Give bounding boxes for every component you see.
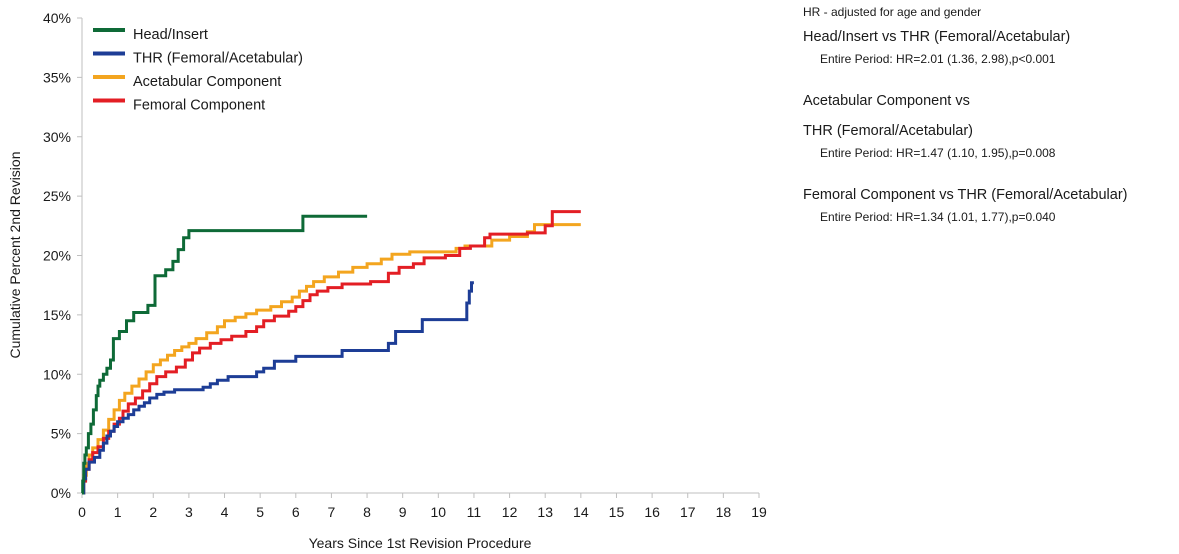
x-tick-label: 3 <box>185 504 193 520</box>
x-tick-label: 12 <box>502 504 518 520</box>
x-tick-label: 0 <box>78 504 86 520</box>
hr-comparison-title: Head/Insert vs THR (Femoral/Acetabular) <box>803 29 1071 45</box>
x-tick-label: 1 <box>114 504 122 520</box>
x-tick-label: 6 <box>292 504 300 520</box>
hr-comparison-title-line-1: Acetabular Component vs <box>803 93 970 109</box>
hr-comparison-detail: Entire Period: HR=1.34 (1.01, 1.77),p=0.… <box>820 210 1056 224</box>
series-line-thr-femoral-acetabular <box>82 281 474 495</box>
hr-comparison-detail: Entire Period: HR=2.01 (1.36, 2.98),p<0.… <box>820 52 1056 66</box>
x-tick-label: 14 <box>573 504 589 520</box>
x-tick-label: 11 <box>467 504 482 520</box>
hr-comparison-head-insert: Head/Insert vs THR (Femoral/Acetabular) … <box>803 26 1175 68</box>
y-tick-label: 10% <box>43 366 71 382</box>
hr-comparison-acetabular: Acetabular Component vs THR (Femoral/Ace… <box>803 90 1175 162</box>
x-tick-label: 15 <box>609 504 625 520</box>
x-tick-label: 10 <box>431 504 447 520</box>
y-axis-label: Cumulative Percent 2nd Revision <box>7 152 23 359</box>
y-tick-label: 15% <box>43 307 71 323</box>
survival-chart: 0%5%10%15%20%25%30%35%40%0 1 2 3 4 5 6 7 8 9 10 11 1… <box>7 10 767 551</box>
x-axis-label: Years Since 1st Revision Procedure <box>309 535 532 551</box>
y-tick-label: 40% <box>43 10 71 26</box>
hazard-ratio-panel: HR - adjusted for age and gender Head/In… <box>803 4 1175 248</box>
x-tick-label: 4 <box>221 504 229 520</box>
x-tick-label: 19 <box>751 504 767 520</box>
x-tick-label: 13 <box>537 504 553 520</box>
y-tick-label: 5% <box>51 426 71 442</box>
x-tick-label: 2 <box>149 504 157 520</box>
x-tick-label: 7 <box>328 504 336 520</box>
series-line-head-insert <box>81 214 368 495</box>
x-tick-label: 17 <box>680 504 696 520</box>
legend-label-thr-femoral-acetabular: THR (Femoral/Acetabular) <box>133 51 303 67</box>
legend-label-femoral-component: Femoral Component <box>133 98 265 114</box>
hr-comparison-title-line-2: THR (Femoral/Acetabular) <box>803 123 974 139</box>
series-line-femoral-component <box>81 210 581 495</box>
x-tick-label: 16 <box>644 504 660 520</box>
chart-legend: Head/Insert THR (Femoral/Acetabular) Aceta… <box>93 27 303 114</box>
series-line-acetabular-component <box>82 223 581 495</box>
x-tick-label: 18 <box>716 504 732 520</box>
y-tick-label: 20% <box>43 248 71 264</box>
chart-lines <box>81 210 581 495</box>
legend-label-head-insert: Head/Insert <box>133 27 208 43</box>
y-tick-label: 30% <box>43 129 71 145</box>
hr-comparison-femoral: Femoral Component vs THR (Femoral/Acetab… <box>803 184 1175 226</box>
x-tick-label: 8 <box>363 504 371 520</box>
x-tick-label: 9 <box>399 504 407 520</box>
hr-comparison-detail: Entire Period: HR=1.47 (1.10, 1.95),p=0.… <box>820 146 1056 160</box>
hr-adjustment-note: HR - adjusted for age and gender <box>803 5 982 19</box>
legend-label-acetabular-component: Acetabular Component <box>133 74 281 90</box>
y-tick-label: 35% <box>43 69 71 85</box>
x-tick-label: 5 <box>256 504 264 520</box>
chart-axes: 0%5%10%15%20%25%30%35%40%0 1 2 3 4 5 6 7 8 9 10 11 1… <box>43 10 767 520</box>
hr-comparison-title: Femoral Component vs THR (Femoral/Acetab… <box>803 187 1128 203</box>
y-tick-label: 0% <box>51 485 71 501</box>
y-tick-label: 25% <box>43 188 71 204</box>
